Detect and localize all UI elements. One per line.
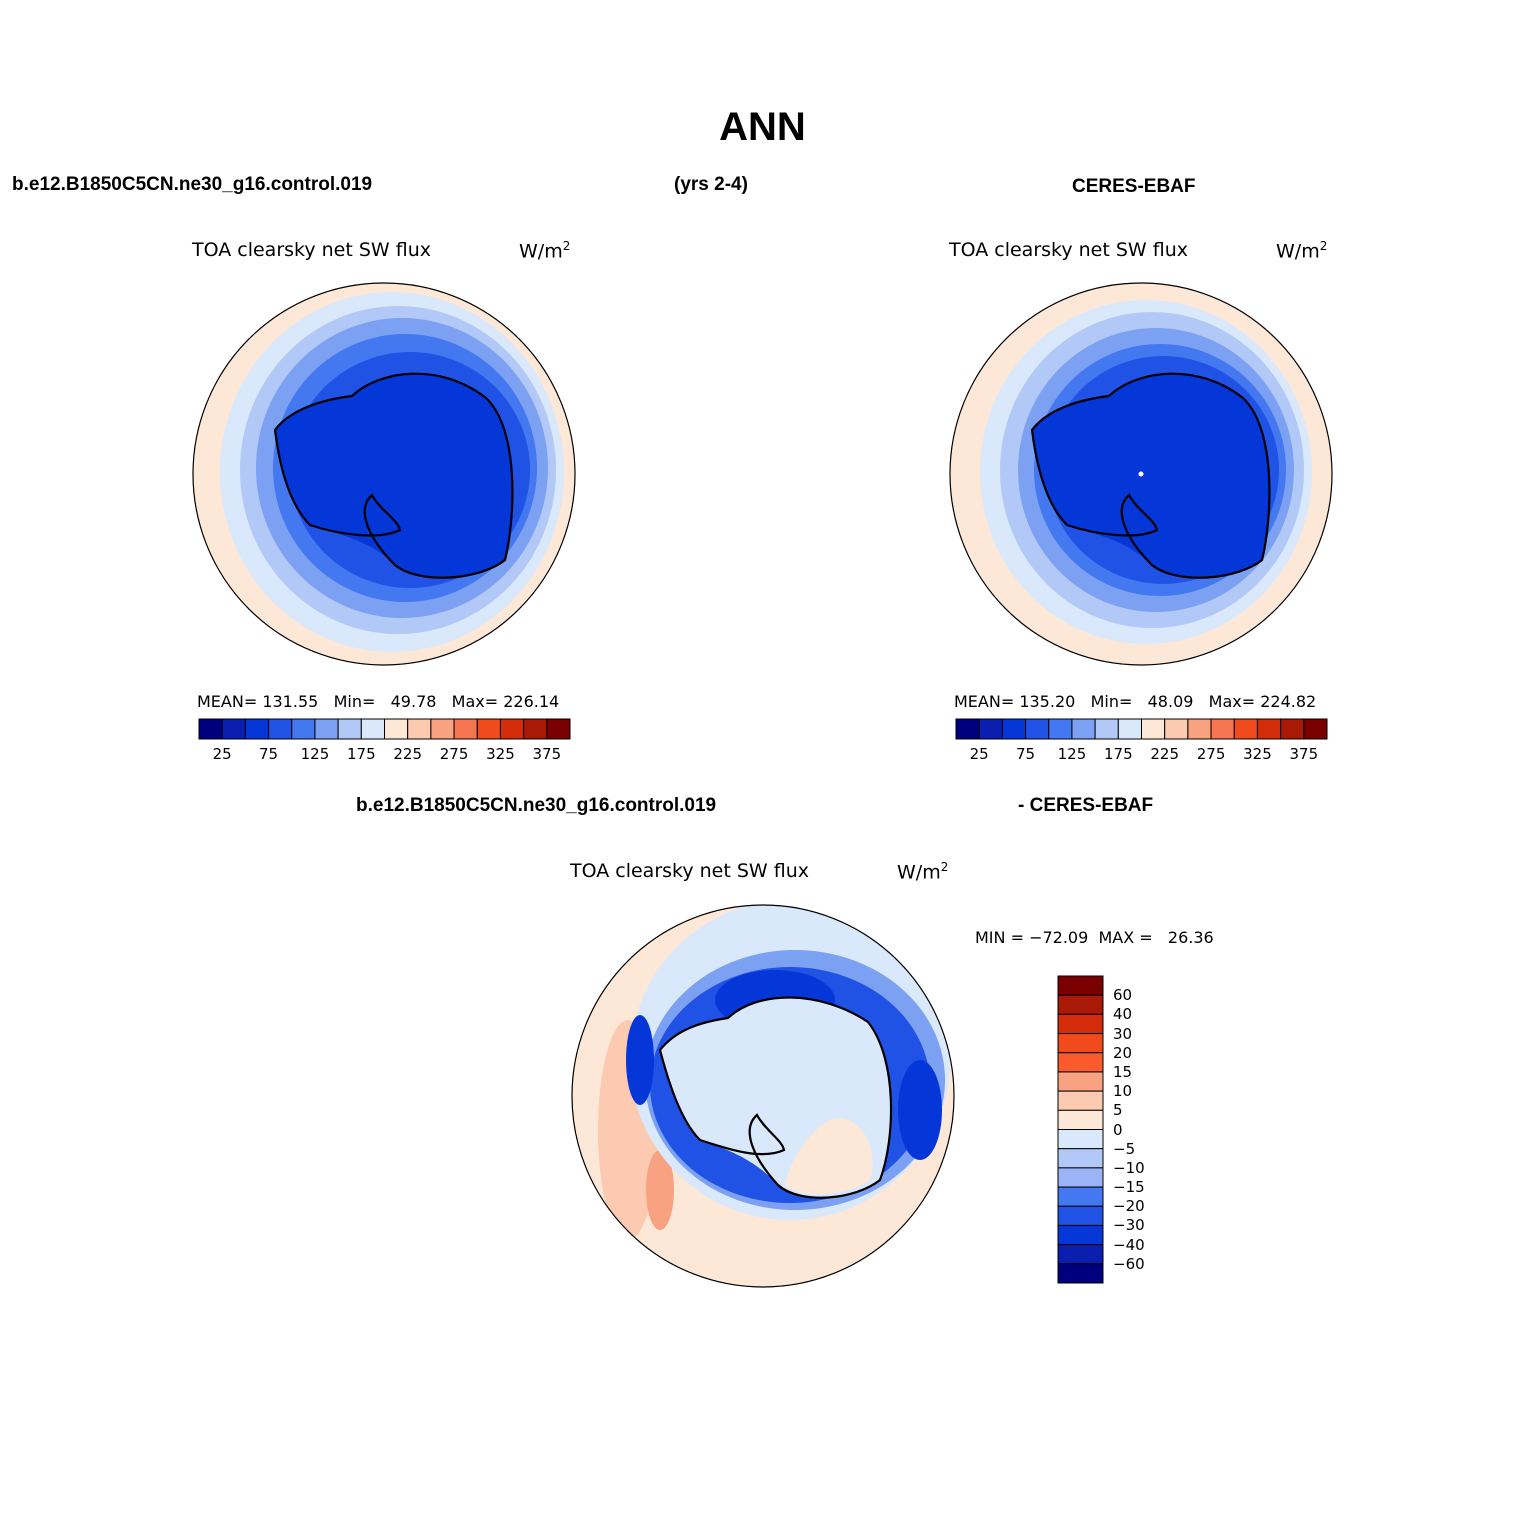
colorbar-tick-label: 75 — [259, 745, 279, 763]
colorbar-tick-label: −20 — [1113, 1197, 1145, 1216]
colorbar-swatch — [1057, 1205, 1104, 1226]
colorbar-tick-label: 25 — [969, 745, 989, 763]
colorbar-tick-label: 275 — [439, 745, 469, 763]
colorbar-tick-label: 375 — [1289, 745, 1319, 763]
colorbar-swatch — [1057, 1052, 1104, 1073]
colorbar-tick-label: 15 — [1113, 1062, 1133, 1081]
center-header: (yrs 2-4) — [674, 174, 748, 195]
colorbar-tick-label: 175 — [1103, 745, 1133, 763]
colorbar-swatch — [1057, 1013, 1104, 1035]
colorbar-tick-label: 125 — [300, 745, 330, 763]
colorbar-tick-label: 0 — [1113, 1120, 1123, 1139]
colorbar-tick-label: 325 — [1243, 745, 1272, 763]
colorbar-swatch — [1057, 1129, 1104, 1150]
panel-obs-stats: MEAN= 135.20 Min= 48.09 Max= 224.82 — [954, 692, 1317, 711]
panel-diff-title: TOA clearsky net SW flux — [570, 860, 810, 882]
colorbar-swatch — [1057, 1148, 1104, 1169]
diff-header-left: b.e12.B1850C5CN.ne30_g16.control.019 — [356, 795, 717, 816]
colorbar-swatch — [1057, 1263, 1104, 1284]
colorbar-tick-label: 325 — [486, 745, 515, 763]
panel-diff-units: W/m2 — [897, 860, 949, 884]
panel-obs-colorbar — [955, 718, 1328, 740]
colorbar-swatch — [1057, 1186, 1104, 1207]
colorbar-tick-label: 225 — [393, 745, 423, 763]
colorbar-tick-label: 125 — [1057, 745, 1087, 763]
colorbar-tick-label: 75 — [1016, 745, 1036, 763]
panel-model-stats: MEAN= 131.55 Min= 49.78 Max= 226.14 — [197, 692, 560, 711]
diff-header-right: - CERES-EBAF — [1018, 795, 1154, 816]
left-header: b.e12.B1850C5CN.ne30_g16.control.019 — [12, 174, 373, 195]
panel-diff-colorbar — [1057, 975, 1104, 1284]
colorbar-tick-label: 5 — [1113, 1101, 1123, 1120]
panel-obs-title: TOA clearsky net SW flux — [949, 239, 1189, 261]
panel-model-title: TOA clearsky net SW flux — [192, 239, 432, 261]
colorbar-swatch — [1057, 1224, 1104, 1246]
colorbar-tick-label: −15 — [1113, 1178, 1145, 1197]
colorbar-swatch — [1057, 1090, 1104, 1111]
colorbar-swatch — [546, 718, 571, 740]
panel-model-units: W/m2 — [519, 239, 571, 263]
colorbar-tick-label: 25 — [212, 745, 232, 763]
colorbar-tick-label: 175 — [346, 745, 376, 763]
colorbar-tick-label: 20 — [1113, 1043, 1133, 1062]
colorbar-tick-label: −60 — [1113, 1254, 1145, 1273]
colorbar-tick-label: 225 — [1150, 745, 1180, 763]
colorbar-tick-label: 375 — [532, 745, 562, 763]
colorbar-swatch — [1057, 975, 1104, 996]
colorbar-tick-label: −30 — [1113, 1216, 1145, 1235]
colorbar-swatch — [1303, 718, 1328, 740]
colorbar-tick-label: −5 — [1113, 1139, 1136, 1158]
colorbar-tick-label: −40 — [1113, 1235, 1145, 1254]
panel-diff-stats: MIN = −72.09 MAX = 26.36 — [975, 928, 1214, 947]
colorbar-swatch — [1057, 1071, 1104, 1092]
colorbar-swatch — [1057, 1167, 1104, 1188]
colorbar-tick-label: −10 — [1113, 1158, 1145, 1177]
colorbar-tick-label: 40 — [1113, 1005, 1133, 1024]
colorbar-tick-label: 10 — [1113, 1082, 1133, 1101]
colorbar-tick-label: 60 — [1113, 986, 1133, 1005]
colorbar-swatch — [1057, 1244, 1104, 1265]
colorbar-tick-label: 275 — [1196, 745, 1226, 763]
panel-model-colorbar — [198, 718, 571, 740]
colorbar-swatch — [1057, 1109, 1104, 1130]
panel-obs-units: W/m2 — [1276, 239, 1328, 263]
colorbar-swatch — [1057, 1033, 1104, 1054]
figure-title: ANN — [719, 105, 806, 149]
colorbar-tick-label: 30 — [1113, 1024, 1133, 1043]
colorbar-swatch — [1057, 994, 1104, 1015]
right-header: CERES-EBAF — [1072, 176, 1196, 197]
